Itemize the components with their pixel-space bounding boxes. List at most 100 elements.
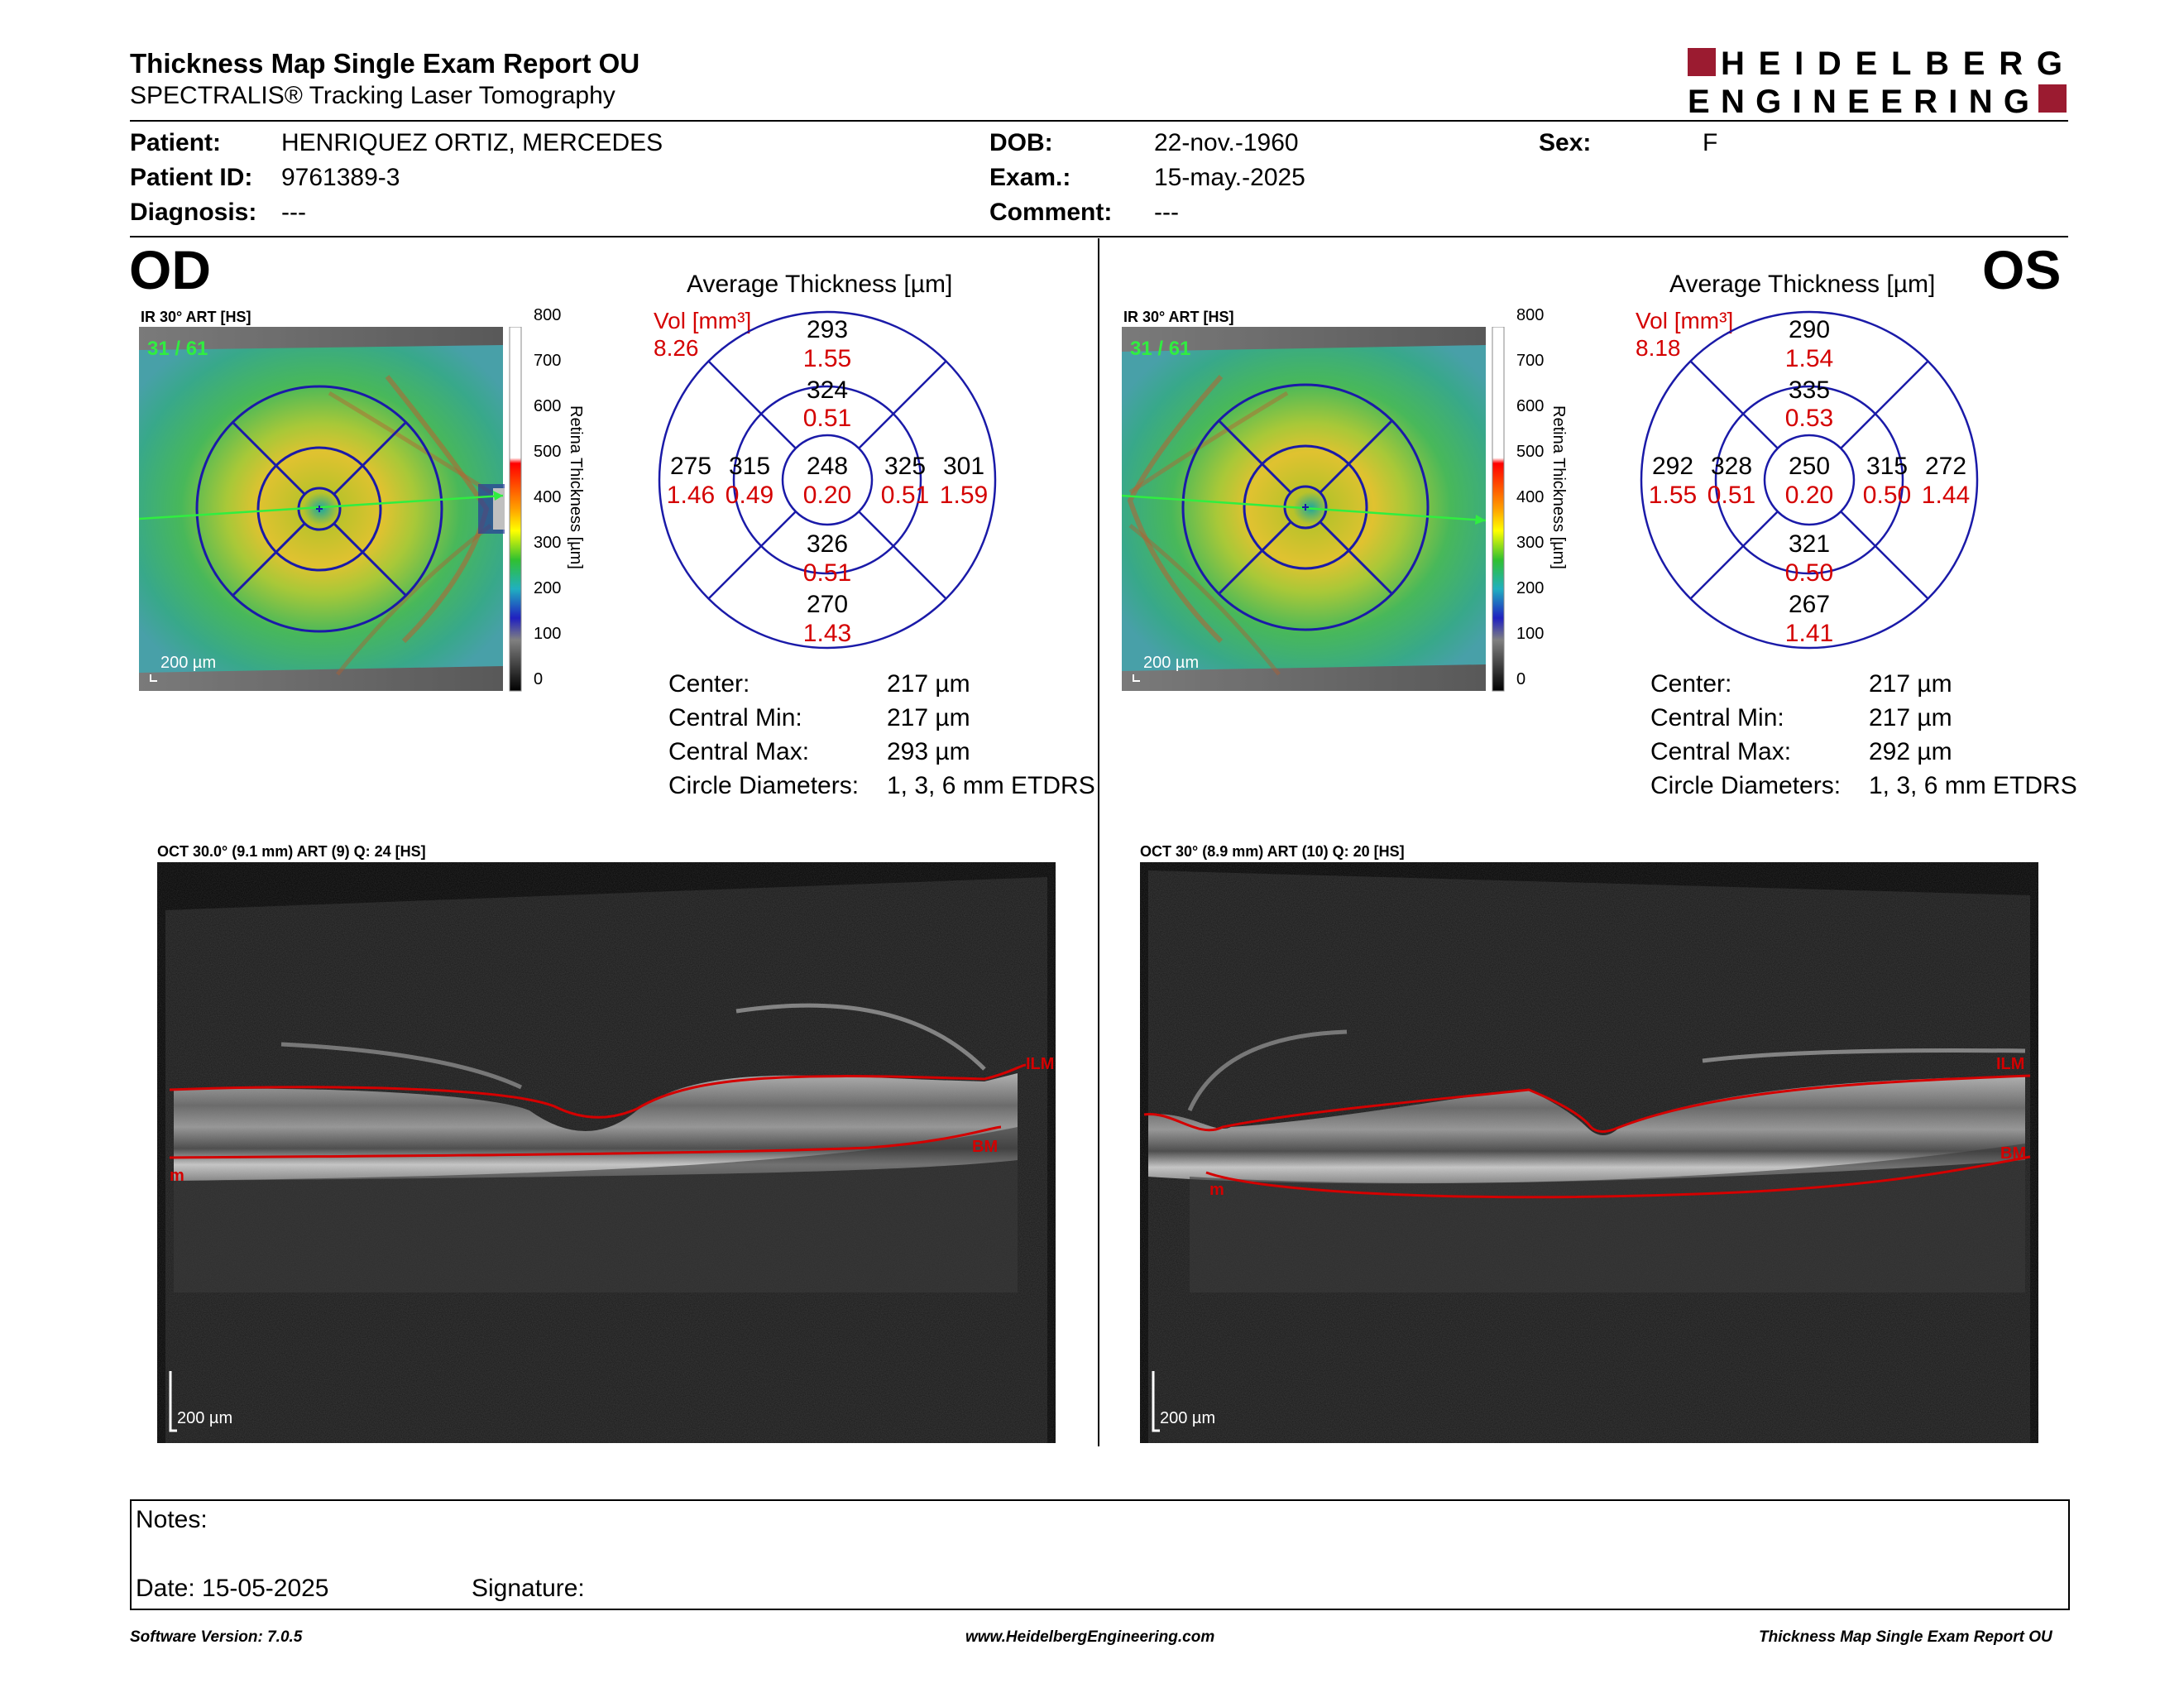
od-outer-inferior-volume: 1.43 <box>803 620 851 647</box>
os-inner-inferior-thickness: 321 <box>1789 530 1830 558</box>
os-vol-value: 8.18 <box>1636 335 1681 361</box>
patient-id: 9761389-3 <box>281 164 400 191</box>
signature-label: Signature: <box>472 1575 585 1602</box>
os-inner-nasal-thickness: 315 <box>1866 453 1908 480</box>
od-oct-bscan: ILM BM m 200 µm <box>157 862 1056 1443</box>
os-oct-scale: 200 µm <box>1160 1409 1215 1427</box>
os-colorbar-label: Retina Thickness [µm] <box>1549 405 1568 569</box>
os-colorbar <box>1492 327 1505 692</box>
os-central-max-label: Central Max: <box>1650 738 1792 765</box>
od-ilm-label: ILM <box>1026 1055 1054 1073</box>
od-oct-scale: 200 µm <box>177 1409 232 1427</box>
od-bm-line <box>169 1125 1002 1159</box>
patient-name: HENRIQUEZ ORTIZ, MERCEDES <box>281 129 663 156</box>
os-central-max-value: 292 µm <box>1869 738 1952 765</box>
od-bm-left-label: m <box>170 1167 184 1185</box>
od-scale-label: 200 µm <box>160 654 216 672</box>
od-inner-temporal-volume: 0.49 <box>726 482 774 509</box>
od-inner-nasal-thickness: 325 <box>884 453 926 480</box>
os-ir-label: IR 30° ART [HS] <box>1123 309 1234 325</box>
date-label: Date: 15-05-2025 <box>136 1575 329 1602</box>
info-rule <box>130 236 2068 237</box>
footer-software-version: Software Version: 7.0.5 <box>130 1628 303 1646</box>
od-outer-temporal-volume: 1.46 <box>667 482 715 509</box>
od-bm-label: BM <box>972 1138 998 1156</box>
diagnosis-value: --- <box>281 199 306 226</box>
od-frame-count: 31 / 61 <box>147 338 208 360</box>
os-outer-temporal-thickness: 292 <box>1652 453 1693 480</box>
os-inner-nasal-volume: 0.50 <box>1863 482 1911 509</box>
os-eye-label: OS <box>1982 239 2062 300</box>
od-inner-inferior-volume: 0.51 <box>803 559 851 587</box>
od-eye-label: OD <box>129 239 211 300</box>
os-oct-bscan: ILM BM m 200 µm <box>1140 862 2038 1443</box>
diagnosis-label: Diagnosis: <box>130 199 257 226</box>
os-inner-superior-volume: 0.53 <box>1785 405 1833 432</box>
os-oct-label: OCT 30° (8.9 mm) ART (10) Q: 20 [HS] <box>1140 843 1405 860</box>
os-outer-nasal-volume: 1.44 <box>1922 482 1970 509</box>
os-center-label: Center: <box>1650 670 1732 698</box>
od-central-min-value: 217 µm <box>887 704 970 731</box>
od-ir-label: IR 30° ART [HS] <box>141 309 251 325</box>
os-outer-superior-thickness: 290 <box>1789 316 1830 343</box>
od-inner-nasal-volume: 0.51 <box>881 482 929 509</box>
od-colorbar-label: Retina Thickness [µm] <box>567 405 585 569</box>
od-outer-superior-thickness: 293 <box>807 316 848 343</box>
heidelberg-logo: HEIDELBERG ENGINEERING <box>1688 46 2067 119</box>
os-center-value: 217 µm <box>1869 670 1952 698</box>
os-inner-superior-thickness: 335 <box>1789 376 1830 404</box>
footer-website[interactable]: www.HeidelbergEngineering.com <box>965 1628 1215 1646</box>
os-vol-label: Vol [mm³] <box>1636 308 1734 333</box>
exam-label: Exam.: <box>989 164 1071 191</box>
od-inner-superior-thickness: 324 <box>807 376 848 404</box>
os-center-volume: 0.20 <box>1785 482 1833 509</box>
od-etdrs-grid-overlay <box>195 385 443 633</box>
od-ilm-line <box>169 1063 1027 1119</box>
footer-report-name: Thickness Map Single Exam Report OU <box>1759 1628 2052 1646</box>
notes-box[interactable] <box>130 1499 2070 1610</box>
os-central-min-value: 217 µm <box>1869 704 1952 731</box>
os-outer-inferior-thickness: 267 <box>1789 591 1830 618</box>
os-bm-left-label: m <box>1209 1181 1224 1199</box>
os-bm-label: BM <box>2000 1144 2026 1163</box>
comment-value: --- <box>1154 199 1179 226</box>
os-colorbar-ticks: 800 700 600 500 400 300 200 100 0 <box>1516 306 1545 688</box>
od-vol-label: Vol [mm³] <box>654 308 752 333</box>
report-title: Thickness Map Single Exam Report OU <box>130 48 640 79</box>
os-circle-diam-label: Circle Diameters: <box>1650 772 1842 799</box>
svg-text:HEIDELBERG: HEIDELBERG <box>1721 46 2067 82</box>
od-scan-line <box>139 494 504 520</box>
os-etdrs-chart: 290 1.54 335 0.53 250 0.20 328 0.51 292 … <box>1640 310 1979 650</box>
od-center-label: Center: <box>668 670 750 698</box>
od-center-value: 217 µm <box>887 670 970 698</box>
os-fundus-map: 31 / 61 200 µm <box>1122 327 1505 692</box>
os-central-min-label: Central Min: <box>1650 704 1784 731</box>
os-outer-inferior-volume: 1.41 <box>1785 620 1833 647</box>
od-outer-temporal-thickness: 275 <box>670 453 711 480</box>
sex-label: Sex: <box>1539 129 1592 156</box>
od-oct-label: OCT 30.0° (9.1 mm) ART (9) Q: 24 [HS] <box>157 843 426 860</box>
report-subtitle: SPECTRALIS® Tracking Laser Tomography <box>130 82 615 109</box>
od-etdrs-chart: 293 1.55 324 0.51 248 0.20 315 0.49 275 … <box>658 310 997 650</box>
od-central-min-label: Central Min: <box>668 704 802 731</box>
od-colorbar <box>509 327 522 692</box>
os-frame-count: 31 / 61 <box>1130 338 1190 360</box>
os-etdrs-grid-overlay <box>1181 383 1430 631</box>
patient-label: Patient: <box>130 129 222 156</box>
comment-label: Comment: <box>989 199 1113 226</box>
patient-id-label: Patient ID: <box>130 164 253 191</box>
sex-value: F <box>1703 129 1718 156</box>
od-outer-nasal-volume: 1.59 <box>940 482 988 509</box>
os-ilm-label: ILM <box>1996 1055 2024 1073</box>
od-outer-superior-volume: 1.55 <box>803 345 851 372</box>
od-center-volume: 0.20 <box>803 482 851 509</box>
os-outer-nasal-thickness: 272 <box>1925 453 1966 480</box>
os-center-thickness: 250 <box>1789 453 1830 480</box>
os-scale-label: 200 µm <box>1143 654 1199 672</box>
od-inner-superior-volume: 0.51 <box>803 405 851 432</box>
os-inner-temporal-volume: 0.51 <box>1707 482 1755 509</box>
center-divider <box>1098 238 1099 1446</box>
od-central-max-value: 293 µm <box>887 738 970 765</box>
os-chart-title: Average Thickness [µm] <box>1669 271 1936 298</box>
os-circle-diam-value: 1, 3, 6 mm ETDRS <box>1869 772 2077 799</box>
